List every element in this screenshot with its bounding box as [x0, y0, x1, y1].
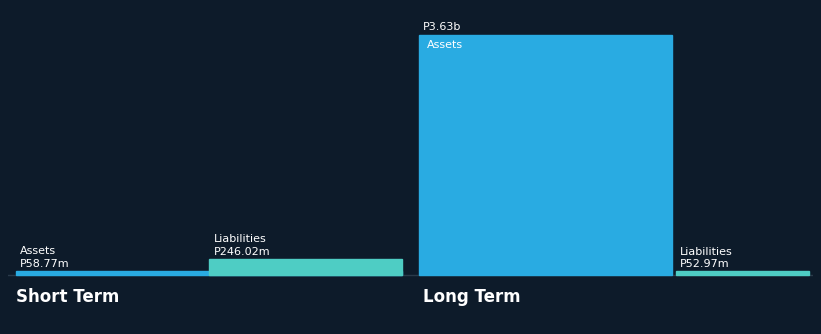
Text: P58.77m: P58.77m — [21, 259, 70, 269]
Text: Assets: Assets — [21, 246, 57, 257]
Text: Liabilities: Liabilities — [213, 234, 266, 244]
Text: P246.02m: P246.02m — [213, 246, 270, 257]
Text: Short Term: Short Term — [16, 288, 120, 306]
Text: Long Term: Long Term — [423, 288, 521, 306]
Bar — [676, 272, 809, 275]
Bar — [209, 259, 402, 275]
Text: Liabilities: Liabilities — [680, 247, 733, 257]
Bar — [419, 34, 672, 275]
Text: P3.63b: P3.63b — [423, 22, 461, 32]
Bar — [16, 271, 402, 275]
Text: P52.97m: P52.97m — [680, 259, 730, 269]
Text: Assets: Assets — [427, 40, 463, 50]
